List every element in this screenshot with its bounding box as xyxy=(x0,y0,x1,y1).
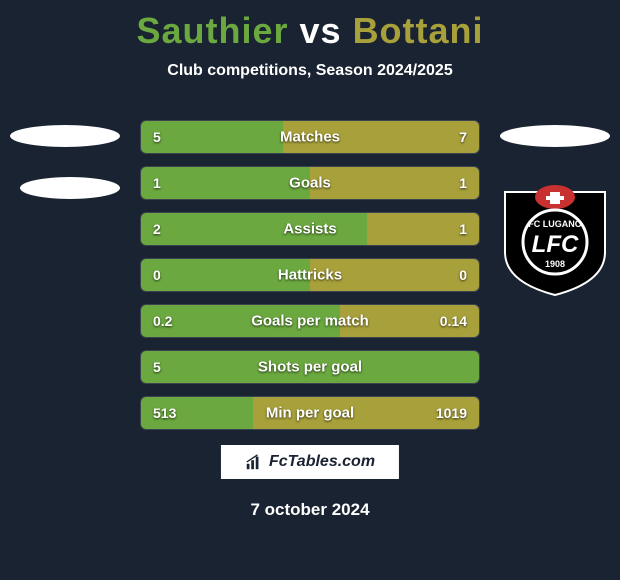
stat-row: Goals per match0.2 0.14 xyxy=(140,304,480,338)
stat-value-left: 2 xyxy=(153,221,161,237)
stat-value-left: 0.2 xyxy=(153,313,172,329)
stat-row: Matches5 7 xyxy=(140,120,480,154)
stat-label: Min per goal xyxy=(141,405,479,422)
vs-text: vs xyxy=(300,10,342,51)
svg-text:1908: 1908 xyxy=(545,259,565,269)
stat-row: Shots per goal5 xyxy=(140,350,480,384)
stat-value-right: 1 xyxy=(459,175,467,191)
comparison-title: Sauthier vs Bottani xyxy=(0,0,620,52)
stat-label: Matches xyxy=(141,129,479,146)
stat-value-right: 1019 xyxy=(436,405,467,421)
stat-value-right: 1 xyxy=(459,221,467,237)
chart-icon xyxy=(245,453,263,471)
watermark-text: FcTables.com xyxy=(269,453,375,471)
player1-club-placeholder xyxy=(20,177,120,199)
player1-name: Sauthier xyxy=(136,10,288,51)
stat-label: Hattricks xyxy=(141,267,479,284)
subtitle: Club competitions, Season 2024/2025 xyxy=(0,62,620,80)
stat-row: Min per goal513 1019 xyxy=(140,396,480,430)
svg-text:FC LUGANO: FC LUGANO xyxy=(528,219,582,229)
stat-row: Hattricks0 0 xyxy=(140,258,480,292)
stat-value-left: 5 xyxy=(153,129,161,145)
stat-row: Assists2 1 xyxy=(140,212,480,246)
player2-club-badge: FC LUGANO LFC 1908 xyxy=(500,177,610,297)
stat-label: Assists xyxy=(141,221,479,238)
player2-name: Bottani xyxy=(353,10,484,51)
stat-row: Goals1 1 xyxy=(140,166,480,200)
stats-bars: Matches57Goals11Assists21Hattricks00Goal… xyxy=(140,120,480,442)
player2-badge-placeholder xyxy=(500,125,610,147)
stat-value-right: 0 xyxy=(459,267,467,283)
footer-date: 7 october 2024 xyxy=(0,500,620,520)
stat-label: Goals per match xyxy=(141,313,479,330)
stat-label: Goals xyxy=(141,175,479,192)
stat-value-left: 513 xyxy=(153,405,176,421)
player1-badge-placeholder xyxy=(10,125,120,147)
stat-label: Shots per goal xyxy=(141,359,479,376)
stat-value-left: 1 xyxy=(153,175,161,191)
stat-value-left: 0 xyxy=(153,267,161,283)
svg-text:LFC: LFC xyxy=(532,231,579,258)
stat-value-left: 5 xyxy=(153,359,161,375)
stat-value-right: 7 xyxy=(459,129,467,145)
stat-value-right: 0.14 xyxy=(440,313,467,329)
watermark: FcTables.com xyxy=(221,445,399,479)
